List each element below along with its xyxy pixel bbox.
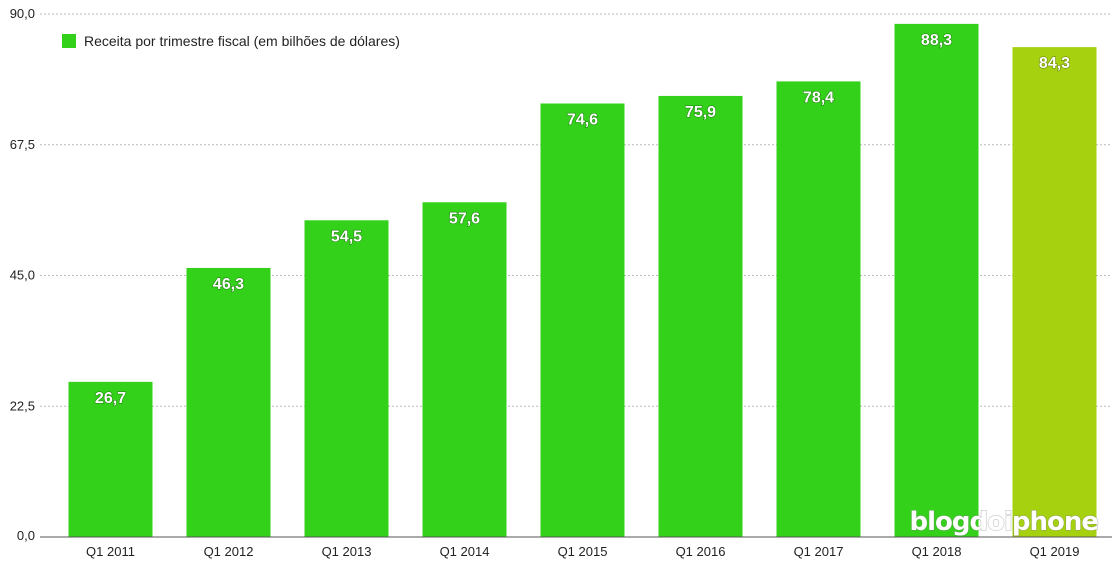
bar-value-label: 88,3	[921, 32, 952, 49]
y-tick-label: 90,0	[10, 6, 35, 21]
bar-value-label: 78,4	[803, 89, 834, 106]
y-tick-label: 0,0	[17, 528, 35, 543]
bar-value-label: 54,5	[331, 228, 362, 245]
legend-swatch	[62, 34, 76, 48]
bar	[1012, 47, 1097, 538]
bar-value-labels: 26,7 46,3 54,5 57,6 74,6 75,9 78,4 88,3 84,3	[94, 31, 1070, 407]
x-tick-label: Q1 2015	[558, 544, 608, 559]
watermark-logo: blogdoiphone	[909, 507, 1098, 537]
x-tick-label: Q1 2013	[322, 544, 372, 559]
bar	[776, 81, 861, 538]
bar	[658, 95, 743, 537]
legend-label: Receita por trimestre fiscal (em bilhões…	[84, 33, 400, 49]
y-tick-label: 45,0	[10, 268, 35, 283]
x-axis-category-labels: Q1 2011 Q1 2012 Q1 2013 Q1 2014 Q1 2015 Q1 20…	[86, 544, 1079, 559]
x-tick-label: Q1 2017	[794, 544, 844, 559]
x-tick-label: Q1 2019	[1030, 544, 1080, 559]
y-axis-tick-labels: 0,0 22,5 45,0 67,5 90,0	[10, 6, 35, 543]
bar	[422, 202, 507, 537]
x-tick-label: Q1 2016	[676, 544, 726, 559]
bar-value-label: 57,6	[449, 210, 480, 227]
bar-value-label: 84,3	[1039, 55, 1070, 72]
bar-value-label: 75,9	[685, 104, 716, 121]
bar	[304, 220, 389, 538]
x-tick-label: Q1 2018	[912, 544, 962, 559]
bar	[68, 381, 153, 537]
bar-value-label: 46,3	[213, 276, 244, 293]
bar	[186, 267, 271, 537]
x-tick-label: Q1 2011	[86, 544, 135, 559]
y-tick-label: 22,5	[10, 398, 35, 413]
bar-value-label: 74,6	[567, 111, 598, 128]
bar	[894, 23, 979, 537]
x-tick-label: Q1 2012	[204, 544, 254, 559]
legend: Receita por trimestre fiscal (em bilhões…	[62, 33, 400, 49]
y-tick-label: 67,5	[10, 137, 35, 152]
bar-value-label: 26,7	[95, 390, 126, 407]
bar-series	[68, 23, 1097, 538]
x-tick-label: Q1 2014	[440, 544, 490, 559]
bar	[540, 103, 625, 537]
